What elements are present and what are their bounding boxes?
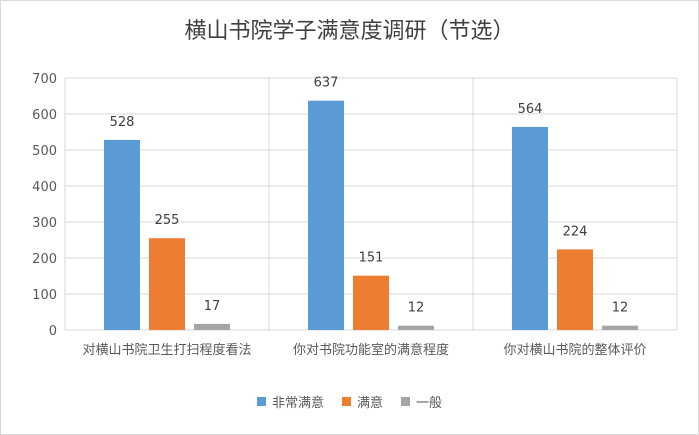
y-tick-label: 500 (32, 144, 57, 159)
y-tick-label: 300 (32, 216, 57, 231)
data-label: 255 (155, 213, 180, 228)
legend-swatch (401, 397, 410, 406)
legend-swatch (256, 397, 266, 406)
y-tick-label: 200 (32, 252, 57, 267)
bar (194, 323, 230, 330)
y-tick-label: 700 (32, 72, 57, 87)
legend-item: 满意 (341, 392, 383, 411)
data-label: 12 (408, 301, 425, 316)
bar (353, 275, 389, 330)
bar (104, 139, 140, 330)
bar (602, 325, 638, 330)
data-label: 17 (204, 299, 221, 314)
y-tick-label: 600 (32, 108, 57, 123)
bar (557, 249, 593, 330)
legend-item: 一般 (401, 392, 442, 411)
data-label: 12 (612, 301, 629, 316)
legend-item: 非常满意 (256, 392, 324, 411)
y-tick-label: 100 (32, 288, 57, 303)
legend-label: 一般 (416, 396, 443, 411)
legend-label: 非常满意 (271, 396, 324, 411)
x-category-label: 对横山书院卫生打扫程度看法 (82, 342, 251, 358)
data-label: 564 (518, 102, 543, 117)
x-category-label: 你对横山书院的整体评价 (503, 342, 646, 358)
bar (308, 100, 344, 331)
legend-swatch (341, 397, 351, 406)
y-tick-label: 400 (32, 180, 57, 195)
data-label: 224 (563, 224, 588, 239)
bar (512, 126, 548, 331)
bar (149, 238, 185, 330)
data-label: 528 (110, 115, 135, 130)
x-category-label: 你对书院功能室的满意程度 (293, 342, 449, 358)
bar (398, 325, 434, 330)
legend-label: 满意 (356, 396, 383, 411)
data-label: 151 (359, 251, 384, 266)
chart-legend: 非常满意 满意 一般 (1, 392, 698, 411)
data-label: 637 (314, 76, 339, 91)
y-tick-label: 0 (49, 324, 57, 339)
chart-title: 横山书院学子满意度调研（节选） (184, 19, 515, 44)
